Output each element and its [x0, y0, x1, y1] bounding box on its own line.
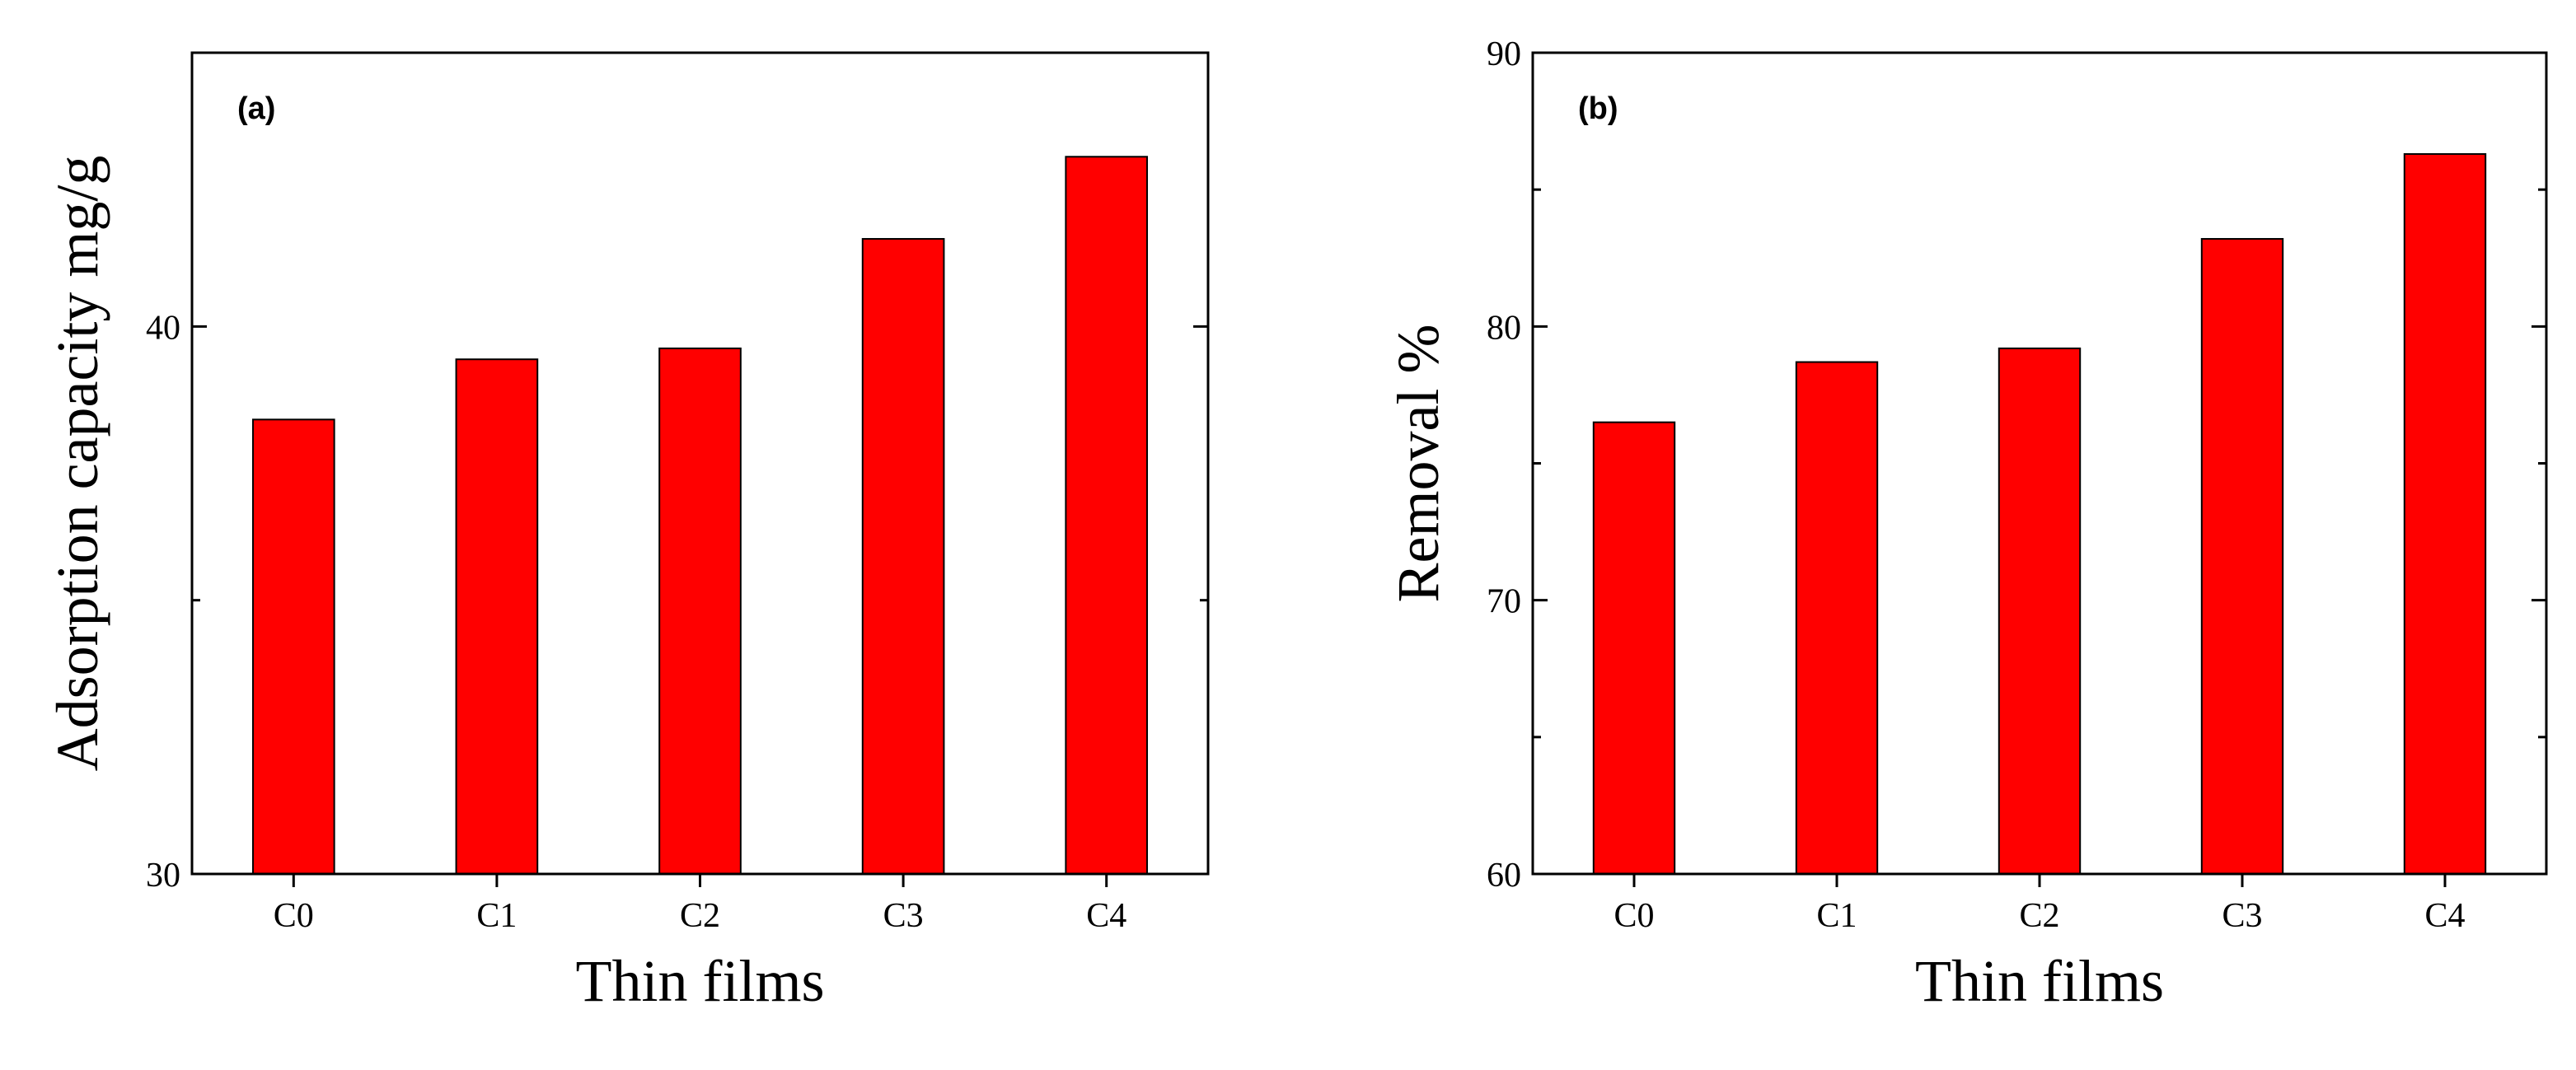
chart-a-y-tick-labels: 30 40 [146, 309, 180, 895]
bar-c0 [251, 418, 335, 875]
chart-a-x-tick-labels: C0 C1 C2 C3 C4 [274, 897, 1126, 935]
y-tick-label: 70 [1487, 583, 1521, 621]
y-tick-label: 80 [1487, 309, 1521, 347]
chart-b-x-tick-labels: C0 C1 C2 C3 C4 [1614, 897, 2465, 935]
chart-a: C0 C1 C2 C3 C4 30 40 (a) Thin films Adsorptio… [44, 51, 1210, 1014]
y-tick-label: 90 [1487, 35, 1521, 73]
x-tick-label-c0: C0 [274, 897, 314, 935]
bar-c2 [658, 347, 742, 876]
x-tick-label-c1: C1 [476, 897, 517, 935]
bar-c4 [2403, 152, 2487, 876]
chart-b-panel-label: (b) [1578, 91, 1618, 126]
x-tick-label-c4: C4 [1086, 897, 1126, 935]
y-tick-label: 40 [146, 309, 180, 347]
chart-b-x-axis-title: Thin films [1915, 948, 2164, 1014]
bar-c3 [2200, 237, 2284, 875]
x-tick-label-c3: C3 [2222, 897, 2262, 935]
chart-b-y-axis-title: Removal % [1385, 325, 1451, 603]
bar-c3 [861, 237, 945, 875]
x-tick-label-c2: C2 [2019, 897, 2059, 935]
chart-a-bars [251, 156, 1149, 876]
bar-c1 [455, 358, 539, 876]
chart-a-x-axis-title: Thin films [576, 948, 825, 1014]
x-tick-label-c2: C2 [680, 897, 720, 935]
chart-b-y-tick-labels: 60 70 80 90 [1487, 35, 1521, 895]
x-tick-label-c3: C3 [883, 897, 924, 935]
chart-a-panel-label: (a) [237, 91, 275, 126]
y-tick-label: 60 [1487, 857, 1521, 895]
chart-a-ticks [192, 51, 1208, 887]
chart-b: C0 C1 C2 C3 C4 60 70 80 90 (b) Thin films Remov… [1385, 35, 2548, 1014]
x-tick-label-c1: C1 [1816, 897, 1857, 935]
chart-a-y-axis-title: Adsorption capacity mg/g [44, 156, 110, 772]
chart-b-ticks [1533, 51, 2546, 887]
x-tick-label-c4: C4 [2424, 897, 2465, 935]
x-tick-label-c0: C0 [1614, 897, 1654, 935]
bar-c4 [1065, 156, 1149, 875]
bar-c0 [1592, 421, 1676, 875]
bar-c2 [1998, 347, 2082, 876]
chart-b-bars [1592, 152, 2487, 876]
bar-c1 [1795, 361, 1879, 875]
y-tick-label: 30 [146, 857, 180, 895]
